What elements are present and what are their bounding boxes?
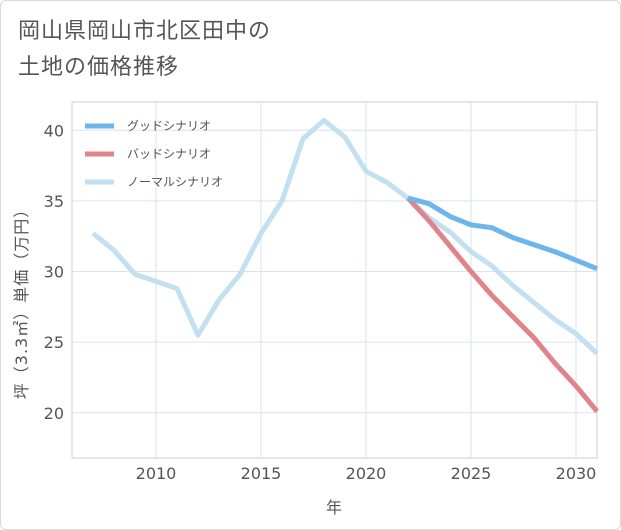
- series-line: [406, 196, 599, 413]
- legend-label: グッドシナリオ: [127, 119, 211, 133]
- y-tick-label: 30: [44, 263, 64, 282]
- chart-title: 岡山県岡山市北区田中の 土地の価格推移: [18, 14, 271, 86]
- x-axis-label: 年: [326, 498, 342, 517]
- y-axis-label: 坪（3.3㎡）単価（万円）: [12, 201, 31, 399]
- x-tick-label: 2020: [346, 464, 387, 483]
- y-tick-label: 20: [44, 404, 64, 423]
- series-line: [91, 117, 599, 356]
- x-tick-label: 2015: [241, 464, 282, 483]
- x-tick-label: 2025: [451, 464, 492, 483]
- y-tick-label: 25: [44, 333, 64, 352]
- y-tick-label: 40: [44, 121, 64, 140]
- grid: [72, 102, 597, 458]
- series-line: [407, 195, 598, 272]
- legend-label: バッドシナリオ: [127, 147, 211, 161]
- plot-area-border: [71, 101, 598, 459]
- chart-title-line2: 土地の価格推移: [18, 55, 180, 80]
- y-tick-label: 35: [44, 192, 64, 211]
- x-tick-label: 2010: [136, 464, 177, 483]
- legend-label: ノーマルシナリオ: [127, 175, 223, 189]
- chart-title-line1: 岡山県岡山市北区田中の: [18, 19, 272, 44]
- series-layer: [91, 117, 599, 413]
- x-tick-label: 2030: [556, 464, 597, 483]
